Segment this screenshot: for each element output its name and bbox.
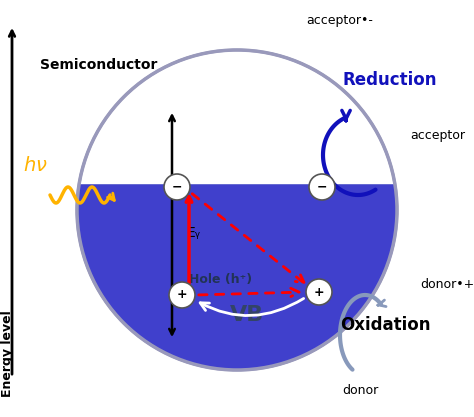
Circle shape — [306, 279, 332, 305]
Text: Oxidation: Oxidation — [340, 316, 430, 334]
Circle shape — [77, 50, 397, 370]
Text: $h\nu$: $h\nu$ — [23, 156, 47, 174]
Text: VB: VB — [230, 305, 264, 325]
FancyArrowPatch shape — [191, 157, 305, 180]
FancyArrowPatch shape — [199, 288, 299, 296]
Text: donor: donor — [342, 384, 378, 397]
FancyArrowPatch shape — [200, 299, 304, 316]
Circle shape — [164, 174, 190, 200]
Text: Hole (h⁺): Hole (h⁺) — [189, 274, 252, 286]
Text: Semiconductor: Semiconductor — [40, 58, 157, 72]
Text: +: + — [314, 286, 324, 299]
Text: donor•+: donor•+ — [420, 279, 474, 291]
Text: acceptor•-: acceptor•- — [307, 13, 374, 27]
Text: +: + — [177, 289, 187, 301]
Text: CB: CB — [230, 85, 264, 105]
Polygon shape — [77, 185, 397, 370]
Text: Electron (e⁻): Electron (e⁻) — [182, 156, 271, 169]
Text: Eᵧ: Eᵧ — [187, 226, 201, 239]
Circle shape — [309, 174, 335, 200]
Text: Energy level: Energy level — [1, 310, 15, 397]
Text: Reduction: Reduction — [343, 71, 437, 89]
Circle shape — [169, 282, 195, 308]
Text: −: − — [317, 181, 327, 193]
Text: acceptor: acceptor — [410, 128, 465, 141]
FancyArrowPatch shape — [192, 194, 304, 283]
Text: −: − — [172, 181, 182, 193]
Polygon shape — [77, 185, 397, 370]
